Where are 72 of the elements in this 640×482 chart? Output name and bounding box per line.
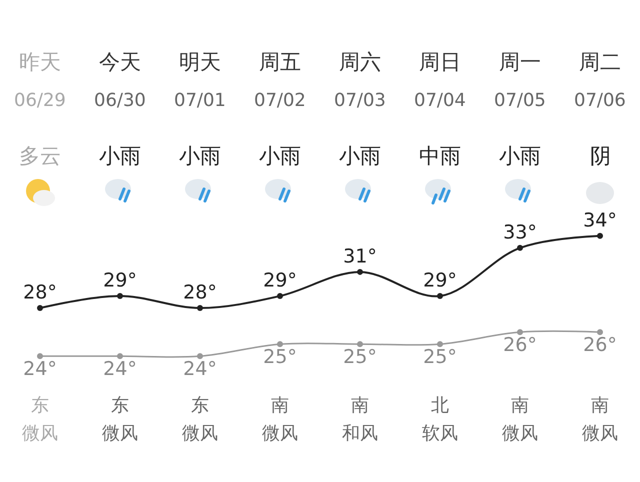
text: 07/03 [334, 90, 386, 111]
point [357, 341, 363, 348]
x-tick-label: 明天 [179, 50, 221, 74]
point [37, 305, 43, 312]
text: 东 [31, 395, 49, 416]
text: 软风 [422, 423, 458, 444]
text: 06/29 [14, 90, 66, 111]
text: 07/04 [414, 90, 466, 111]
x-tick-label: 周五 [259, 50, 301, 74]
data-label: 24° [23, 358, 57, 380]
text: 南 [511, 395, 529, 416]
data-label: 24° [183, 358, 217, 380]
text: 07/06 [574, 90, 626, 111]
data-label: 24° [103, 358, 137, 380]
text: 多云 [19, 144, 61, 168]
x-tick-label: 周二 [579, 50, 621, 74]
data-label: 31° [343, 245, 377, 268]
point [277, 341, 283, 348]
text: 07/05 [494, 90, 546, 111]
text: 微风 [102, 423, 138, 444]
data-label: 25° [343, 346, 377, 368]
data-label: 28° [23, 282, 57, 304]
point [597, 329, 603, 336]
text: 小雨 [99, 144, 141, 168]
data-label: 28° [183, 282, 217, 304]
point [37, 353, 43, 360]
text: 南 [351, 395, 369, 416]
point [517, 244, 523, 251]
text: 南 [591, 395, 609, 416]
text: 微风 [582, 423, 618, 444]
text: 中雨 [419, 144, 461, 168]
text: 小雨 [499, 144, 541, 168]
text: 小雨 [259, 144, 301, 168]
text: 北 [431, 395, 449, 416]
text: 小雨 [179, 144, 221, 168]
text: 阴 [590, 144, 611, 168]
data-label: 29° [263, 270, 297, 292]
x-tick-label: 周日 [419, 50, 461, 74]
data-label: 25° [423, 346, 457, 368]
point [357, 268, 363, 275]
data-label: 26° [503, 334, 537, 356]
point [597, 232, 603, 239]
data-label: 26° [583, 334, 617, 356]
text: 06/30 [94, 90, 146, 111]
x-tick-label: 周一 [499, 50, 541, 74]
text: 07/01 [174, 90, 226, 111]
text: 微风 [262, 423, 298, 444]
point [117, 293, 123, 299]
data-label: 25° [263, 346, 297, 368]
x-tick-label: 今天 [99, 50, 141, 74]
text: 南 [271, 395, 289, 416]
x-tick-label: 昨天 [19, 50, 61, 74]
point [437, 293, 443, 299]
text: 07/02 [254, 90, 306, 111]
data-label: 29° [103, 270, 137, 292]
point [277, 293, 283, 299]
data-label: 29° [423, 270, 457, 292]
point [197, 353, 203, 360]
text: 微风 [182, 423, 218, 444]
point [117, 353, 123, 360]
point [517, 329, 523, 336]
data-label: 34° [583, 209, 617, 232]
x-tick-label: 周六 [339, 50, 381, 74]
text: 东 [111, 395, 129, 416]
text: 东 [191, 395, 209, 416]
point [437, 341, 443, 348]
text: 小雨 [339, 144, 381, 168]
text: 微风 [502, 423, 538, 444]
text: 和风 [342, 423, 378, 444]
data-label: 33° [503, 221, 537, 244]
text: 微风 [22, 423, 58, 444]
point [197, 305, 203, 312]
